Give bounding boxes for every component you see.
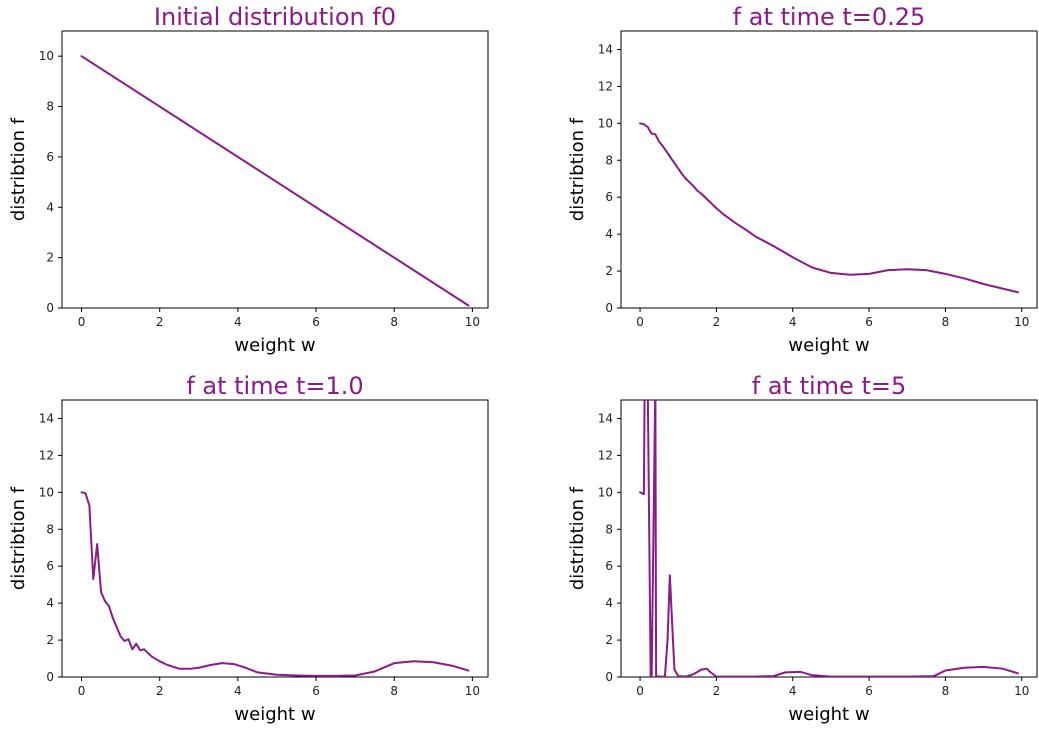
plot-frame (620, 30, 1038, 309)
chart-title: f at time t=5 (752, 372, 906, 400)
y-tick-label: 4 (605, 227, 613, 241)
series-line (639, 122, 1019, 294)
x-tick-label: 0 (78, 684, 86, 698)
y-tick-label: 14 (598, 411, 613, 425)
x-axis-label: weight w (788, 335, 869, 356)
y-tick-label: 0 (46, 301, 54, 315)
y-tick-label: 10 (39, 485, 54, 499)
series-line (80, 491, 470, 677)
y-tick-label: 2 (46, 633, 54, 647)
x-tick-label: 2 (156, 684, 164, 698)
y-tick-label: 0 (46, 670, 54, 684)
y-tick-label: 10 (598, 485, 613, 499)
y-tick-label: 6 (46, 559, 54, 573)
plot-frame (61, 399, 489, 678)
plot-frame (61, 30, 489, 309)
subplot-3: 0 2 4 6 8 10 0 2 4 6 8 10 12 14 f at time t=1.0 weight … (8, 372, 489, 725)
chart-title: f at time t=0.25 (733, 3, 926, 31)
y-tick-label: 2 (46, 251, 54, 265)
y-tick-label: 8 (605, 522, 613, 536)
y-tick-label: 0 (605, 301, 613, 315)
x-tick-label: 4 (234, 684, 242, 698)
x-axis-label: weight w (234, 704, 315, 725)
y-tick-label: 4 (46, 596, 54, 610)
y-tick-label: 2 (605, 264, 613, 278)
y-axis-label: distribtion f (567, 117, 588, 221)
x-tick-label: 2 (713, 315, 721, 329)
y-tick-label: 8 (46, 522, 54, 536)
x-tick-label: 10 (465, 315, 480, 329)
y-tick-label: 12 (598, 448, 613, 462)
x-tick-label: 10 (1014, 315, 1029, 329)
subplot-1: 0 2 4 6 8 10 0 2 4 6 8 10 Initial distribution f0 wei… (8, 3, 489, 356)
x-tick-label: 6 (312, 684, 320, 698)
x-tick-label: 6 (865, 315, 873, 329)
x-tick-label: 2 (713, 684, 721, 698)
y-axis-label: distribtion f (8, 486, 29, 590)
y-tick-label: 4 (46, 200, 54, 214)
y-tick-label: 12 (598, 79, 613, 93)
x-tick-label: 10 (465, 684, 480, 698)
x-tick-label: 4 (234, 315, 242, 329)
y-tick-label: 8 (46, 100, 54, 114)
x-tick-label: 8 (942, 684, 950, 698)
series-line (639, 400, 1019, 677)
x-tick-label: 4 (789, 684, 797, 698)
x-tick-label: 6 (865, 684, 873, 698)
y-tick-label: 14 (39, 411, 54, 425)
y-tick-label: 6 (46, 150, 54, 164)
x-tick-label: 0 (636, 684, 644, 698)
chart-title: f at time t=1.0 (186, 372, 363, 400)
y-tick-label: 2 (605, 633, 613, 647)
y-tick-label: 4 (605, 596, 613, 610)
x-axis-label: weight w (234, 335, 315, 356)
subplot-2: 0 2 4 6 8 10 0 2 4 6 8 10 12 14 f at time t=0.25 weight… (567, 3, 1038, 356)
x-tick-label: 8 (390, 315, 398, 329)
y-tick-label: 10 (39, 49, 54, 63)
y-axis-label: distribtion f (8, 117, 29, 221)
x-tick-label: 6 (312, 315, 320, 329)
x-tick-label: 0 (78, 315, 86, 329)
y-tick-label: 8 (605, 153, 613, 167)
y-tick-label: 10 (598, 116, 613, 130)
y-tick-label: 6 (605, 190, 613, 204)
x-tick-label: 2 (156, 315, 164, 329)
y-tick-label: 14 (598, 42, 613, 56)
y-tick-label: 6 (605, 559, 613, 573)
subplot-4: 0 2 4 6 8 10 0 2 4 6 8 10 12 14 f at time t=5 weight w d… (567, 372, 1038, 725)
x-tick-label: 8 (390, 684, 398, 698)
x-axis-label: weight w (788, 704, 869, 725)
x-tick-label: 10 (1014, 684, 1029, 698)
y-tick-label: 12 (39, 448, 54, 462)
plot-frame (620, 399, 1038, 678)
y-tick-label: 0 (605, 670, 613, 684)
x-tick-label: 4 (789, 315, 797, 329)
x-tick-label: 8 (942, 315, 950, 329)
y-axis-label: distribtion f (567, 486, 588, 590)
series-line (80, 55, 470, 307)
chart-title: Initial distribution f0 (154, 3, 396, 31)
x-tick-label: 0 (636, 315, 644, 329)
